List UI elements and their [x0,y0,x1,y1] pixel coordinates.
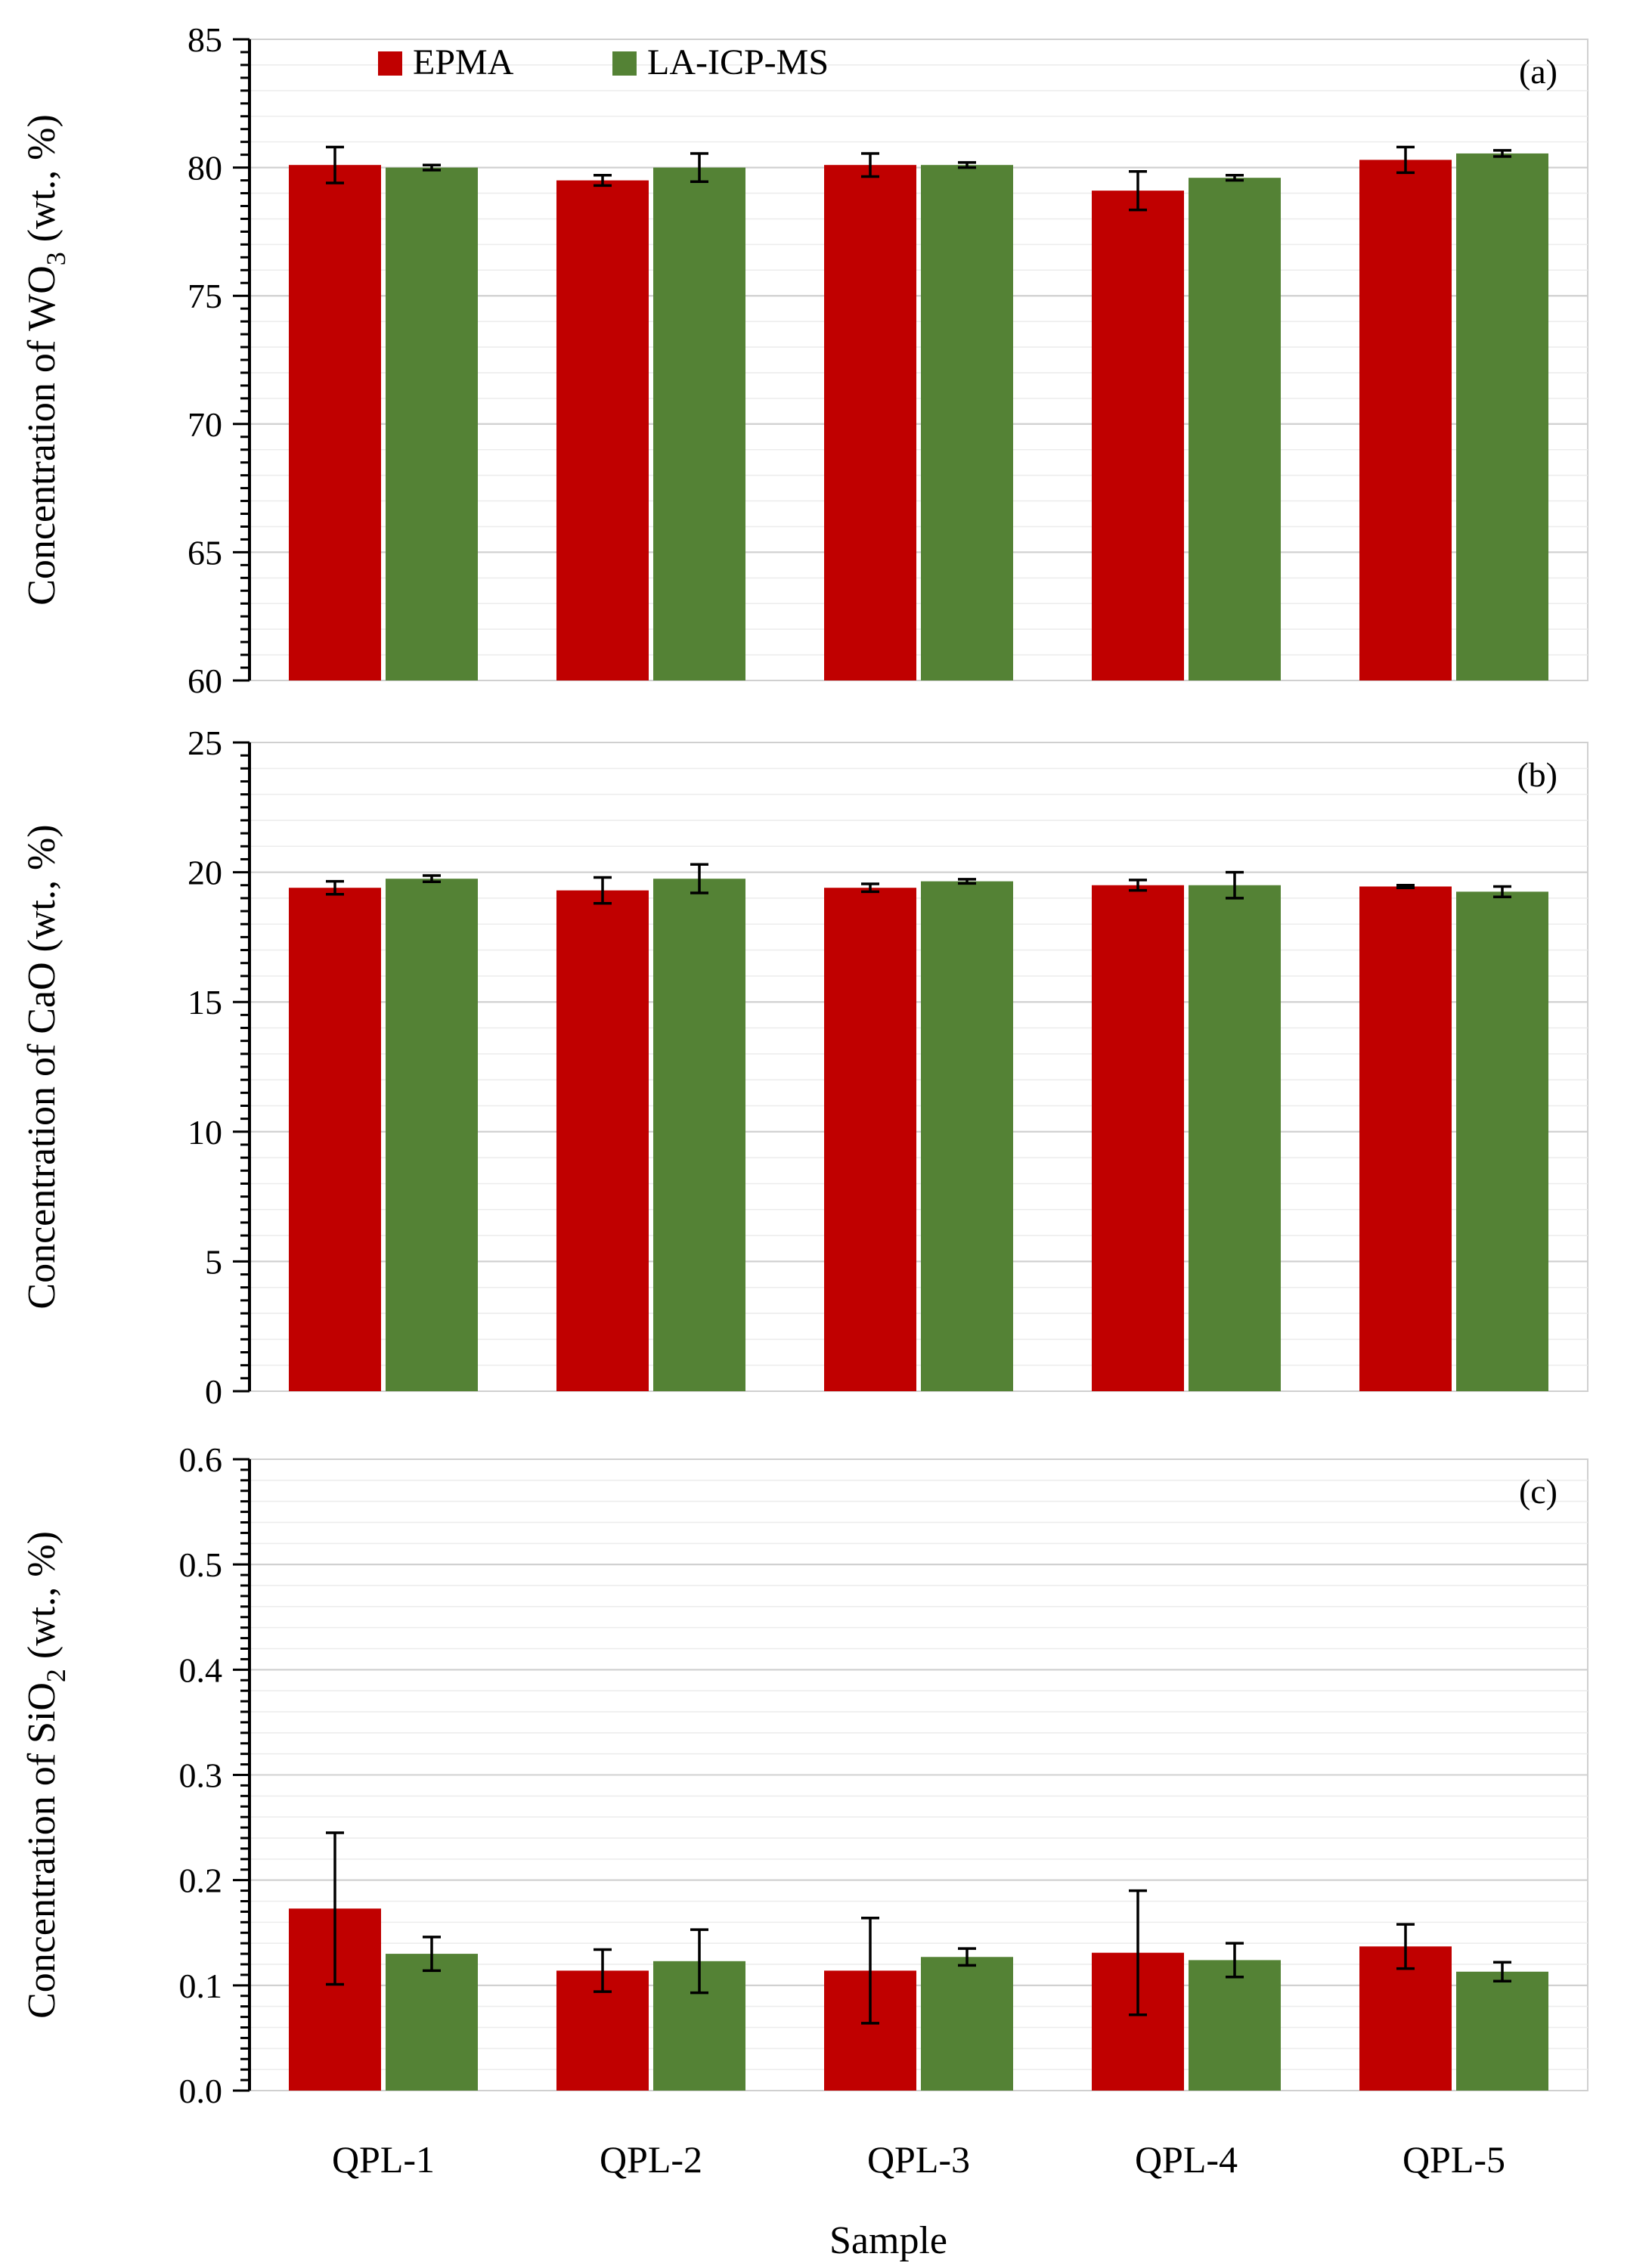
error-bar-la-icp-ms-qpl-1 [423,163,441,172]
error-bar-epma-qpl-3 [861,1917,879,2025]
x-tick-label: QPL-1 [332,2138,435,2181]
bar-epma-qpl-5 [1359,1946,1452,2091]
error-bar-la-icp-ms-qpl-1 [423,874,441,884]
error-bar-la-icp-ms-qpl-5 [1493,149,1511,158]
y-tick-label: 0.0 [179,2072,223,2110]
legend: EPMA LA-ICP-MS [378,42,829,82]
panel-tag: (a) [1519,52,1557,91]
y-tick-label: 75 [188,277,222,315]
x-tick-label: QPL-2 [600,2138,702,2181]
bar-la-icp-ms-qpl-5 [1456,153,1548,681]
y-tick-label: 0.5 [179,1545,223,1584]
bar-la-icp-ms-qpl-1 [386,1954,478,2091]
bar-la-icp-ms-qpl-1 [386,879,478,1391]
y-tick-label: 10 [188,1113,222,1152]
error-bar-epma-qpl-2 [594,174,612,188]
bar-epma-qpl-5 [1359,160,1452,680]
bar-epma-qpl-2 [556,890,649,1391]
y-tick-label: 65 [188,533,222,572]
error-bar-la-icp-ms-qpl-2 [690,863,708,894]
error-bar-epma-qpl-5 [1396,884,1415,889]
x-tick-label: QPL-4 [1135,2138,1238,2181]
error-bar-epma-qpl-3 [861,882,879,894]
error-bar-epma-qpl-4 [1129,1889,1147,2016]
panel-c: 0.0 0.1 0.2 0.3 0.4 0.5 0.6 Concentration of Si… [20,1440,1588,2181]
legend-swatch [612,51,637,76]
bar-epma-qpl-5 [1359,886,1452,1391]
y-tick-label: 0 [205,1372,222,1411]
error-bar-la-icp-ms-qpl-4 [1226,1942,1244,1979]
bar-la-icp-ms-qpl-4 [1189,1960,1281,2091]
error-bar-epma-qpl-4 [1129,879,1147,892]
legend-item-epma: EPMA [378,42,514,82]
bar-la-icp-ms-qpl-2 [653,167,745,681]
error-bar-epma-qpl-3 [861,152,879,178]
y-tick-label: 0.4 [179,1651,223,1689]
error-bar-epma-qpl-5 [1396,1923,1415,1970]
y-tick-label: 20 [188,854,222,892]
panel-tag: (c) [1519,1472,1557,1511]
bar-epma-qpl-3 [824,165,916,680]
bar-la-icp-ms-qpl-5 [1456,1971,1548,2091]
error-bar-la-icp-ms-qpl-5 [1493,1961,1511,1983]
error-bar-la-icp-ms-qpl-3 [958,161,976,169]
bar-la-icp-ms-qpl-3 [921,881,1013,1391]
y-tick-label: 70 [188,405,222,444]
error-bar-epma-qpl-1 [326,879,344,896]
error-bar-epma-qpl-1 [326,145,344,184]
y-tick-label: 5 [205,1242,222,1281]
error-bar-la-icp-ms-qpl-3 [958,1947,976,1967]
legend-label: LA-ICP-MS [647,42,829,82]
bar-epma-qpl-4 [1092,191,1184,681]
error-bar-la-icp-ms-qpl-2 [690,1928,708,1995]
error-bar-la-icp-ms-qpl-5 [1493,885,1511,898]
bar-la-icp-ms-qpl-3 [921,1957,1013,2091]
y-tick-label: 0.6 [179,1440,223,1479]
y-tick-label: 15 [188,983,222,1021]
error-bar-la-icp-ms-qpl-3 [958,878,976,885]
y-axis-title: Concentration of SiO2 (wt., %) [20,1531,71,2019]
panel-tag: (b) [1517,755,1557,794]
error-bar-epma-qpl-1 [326,1831,344,1986]
bar-la-icp-ms-qpl-5 [1456,891,1548,1391]
y-axis-title: Concentration of WO3 (wt., %) [20,114,71,606]
legend-label: EPMA [413,42,514,82]
error-bar-la-icp-ms-qpl-4 [1226,870,1244,900]
error-bar-la-icp-ms-qpl-1 [423,1936,441,1973]
error-bar-la-icp-ms-qpl-2 [690,152,708,184]
error-bar-epma-qpl-2 [594,876,612,905]
error-bar-la-icp-ms-qpl-4 [1226,174,1244,182]
y-tick-label: 85 [188,20,222,59]
x-tick-label: QPL-3 [867,2138,970,2181]
panel-b: 0 5 10 15 20 25 Concentration of CaO (wt., %) (… [20,724,1588,1411]
legend-swatch [378,51,402,76]
bar-epma-qpl-1 [289,165,381,680]
y-tick-label: 0.3 [179,1756,223,1795]
x-axis-title: Sample [829,2219,947,2262]
bar-epma-qpl-3 [824,888,916,1391]
legend-item-la-icp-ms: LA-ICP-MS [612,42,829,82]
bar-epma-qpl-1 [289,888,381,1391]
panel-a: 60 65 70 75 80 85 Concentration of WO3 (wt., %… [20,20,1588,700]
y-tick-label: 0.2 [179,1861,223,1900]
error-bar-epma-qpl-2 [594,1948,612,1993]
y-axis-title: Concentration of CaO (wt., %) [20,824,64,1309]
bar-la-icp-ms-qpl-2 [653,879,745,1391]
y-tick-label: 60 [188,662,222,700]
y-tick-label: 0.1 [179,1967,223,2005]
panels-layer: 60 65 70 75 80 85 Concentration of WO3 (wt., %… [20,20,1588,2181]
x-tick-label: QPL-5 [1402,2138,1505,2181]
bar-la-icp-ms-qpl-4 [1189,885,1281,1391]
error-bar-epma-qpl-5 [1396,145,1415,175]
bar-la-icp-ms-qpl-3 [921,165,1013,680]
y-tick-label: 80 [188,149,222,188]
bar-epma-qpl-2 [556,180,649,680]
y-tick-label: 25 [188,724,222,762]
bar-la-icp-ms-qpl-4 [1189,178,1281,681]
bar-epma-qpl-4 [1092,885,1184,1391]
bar-la-icp-ms-qpl-1 [386,167,478,681]
error-bar-epma-qpl-4 [1129,169,1147,212]
